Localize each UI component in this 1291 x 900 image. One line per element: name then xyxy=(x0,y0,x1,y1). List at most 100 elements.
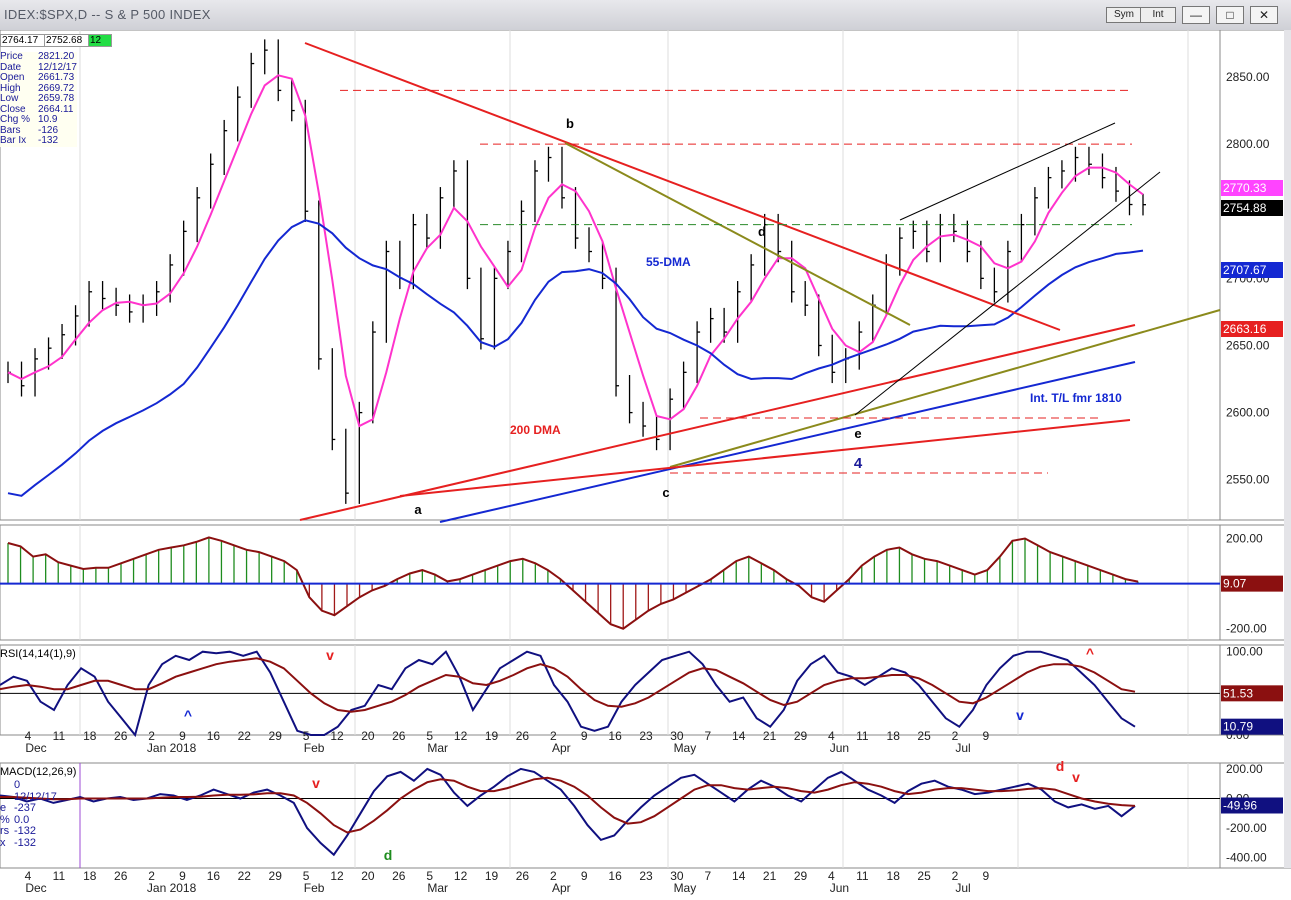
restore-icon[interactable]: □ xyxy=(1216,6,1244,24)
info-label: High xyxy=(0,82,21,94)
month-label-macd: Jun xyxy=(830,881,849,895)
x-axis-rsi-tick: 18 xyxy=(83,729,97,743)
chart-canvas[interactable]: 4 11 18 26 2 9 16 22 29 5 12 20 26 5 12 19 26 2 9 16 23 30 7 14… xyxy=(0,30,1291,900)
info-label: Close xyxy=(0,103,26,115)
rsi-marker: ^ xyxy=(184,707,192,723)
x-axis-macd-tick: 11 xyxy=(53,869,66,883)
x-axis-macd-tick: 7 xyxy=(704,869,711,883)
month-label-rsi: Dec xyxy=(25,741,46,755)
x-axis-rsi-tick: 11 xyxy=(856,729,869,743)
macd-info-row: e -237 xyxy=(0,802,57,815)
macd-info-row: 0 xyxy=(0,779,57,792)
ma-fast-line xyxy=(7,74,1144,428)
x-axis-rsi-tick: 9 xyxy=(581,729,588,743)
macd-y-tick: -400.00 xyxy=(1226,851,1267,865)
price-y-tick: 2600.00 xyxy=(1226,406,1270,420)
price-value-tag xyxy=(1221,321,1283,337)
x-axis-macd-tick: 14 xyxy=(732,869,746,883)
info-label: Bars xyxy=(0,124,21,136)
info-row: Close 2664.11 xyxy=(0,103,77,116)
info-value: 2821.20 xyxy=(38,51,75,62)
x-axis-rsi-tick: 14 xyxy=(732,729,746,743)
rsi-y-tick: 100.00 xyxy=(1226,645,1263,659)
x-axis-macd-tick: 26 xyxy=(516,869,530,883)
info-value: -132 xyxy=(38,135,59,146)
x-axis-rsi-tick: 16 xyxy=(608,729,622,743)
x-axis-rsi-tick: 21 xyxy=(763,729,777,743)
x-axis-macd-tick: 16 xyxy=(608,869,622,883)
price-y-tick: 2850.00 xyxy=(1226,70,1270,84)
macd-y-tick: -200.00 xyxy=(1226,821,1267,835)
price-value-tag-text: 2754.88 xyxy=(1223,201,1267,215)
x-axis-macd-tick: 5 xyxy=(426,869,433,883)
hist-value-tag xyxy=(1221,575,1283,592)
minimize-icon[interactable]: — xyxy=(1182,6,1210,24)
x-axis-rsi-tick: 12 xyxy=(330,729,344,743)
macd-info-label: rs xyxy=(0,825,10,837)
panel-price xyxy=(0,30,1221,521)
rsi-marker: v xyxy=(326,647,334,663)
x-axis-rsi-tick: 9 xyxy=(179,729,186,743)
macd-info-row: % 0.0 xyxy=(0,814,57,827)
info-row: High 2669.72 xyxy=(0,82,77,95)
macd-marker: d xyxy=(1056,758,1065,774)
month-label-macd: May xyxy=(674,881,697,895)
price-value-tag xyxy=(1221,200,1283,216)
x-axis-rsi-tick: 29 xyxy=(794,729,808,743)
rsi-value-tag xyxy=(1221,685,1283,702)
hist-y-tick: 200.00 xyxy=(1226,532,1263,546)
x-axis-rsi-tick: 2 xyxy=(148,729,155,743)
x-axis-macd-tick: 11 xyxy=(856,869,869,883)
x-axis-macd-tick: 4 xyxy=(828,869,835,883)
macd-line xyxy=(0,767,1136,857)
info-label: Bar Ix xyxy=(0,135,27,146)
macd-marker: v xyxy=(312,775,320,791)
sym-button[interactable]: Sym xyxy=(1106,7,1142,23)
info-value: 2659.78 xyxy=(38,93,75,104)
macd-info-row: rs -132 xyxy=(0,825,57,838)
rsi-line xyxy=(0,650,1136,738)
chart-annotation: Int. T/L fmr 1810 xyxy=(1030,391,1122,405)
x-axis-rsi-tick: 20 xyxy=(361,729,375,743)
x-axis-rsi-tick: 5 xyxy=(303,729,310,743)
info-value: 12/12/17 xyxy=(38,61,77,73)
trendline-olive-lower xyxy=(669,309,1221,468)
x-axis-macd-tick: 29 xyxy=(269,869,283,883)
info-row: Chg % 10.9 xyxy=(0,114,77,126)
axis-macd xyxy=(1219,762,1291,869)
wave-label-b: b xyxy=(566,116,574,131)
info-label: Open xyxy=(0,72,25,83)
int-button[interactable]: Int xyxy=(1140,7,1176,23)
macd-label: MACD(12,26,9) xyxy=(0,766,76,778)
month-label-rsi: Jan 2018 xyxy=(147,741,197,755)
panel-rsi xyxy=(0,644,1221,736)
x-axis-rsi-tick: 29 xyxy=(269,729,283,743)
x-axis-rsi-tick: 25 xyxy=(917,729,931,743)
month-label-rsi: May xyxy=(674,741,697,755)
x-axis-macd-tick: 23 xyxy=(639,869,653,883)
x-axis-macd-tick: 18 xyxy=(83,869,97,883)
rsi-value-tag-text: 51.53 xyxy=(1223,686,1253,700)
month-label-rsi: Jun xyxy=(830,741,849,755)
wave-label-d: d xyxy=(758,224,766,239)
info-value: 2661.73 xyxy=(38,72,75,83)
info-row: Bar Ix -132 xyxy=(0,135,77,147)
x-axis-macd-tick: 2 xyxy=(952,869,959,883)
channel-line xyxy=(854,171,1161,416)
trendline-red-lower xyxy=(399,419,1131,497)
header-value-3: 12 xyxy=(88,34,112,47)
rsi-marker: v xyxy=(1016,707,1024,723)
wave-label-c: c xyxy=(662,485,669,500)
x-axis-rsi-tick: 23 xyxy=(639,729,653,743)
info-label: Price xyxy=(0,51,23,62)
ma-200-line xyxy=(299,324,1136,521)
x-axis-rsi-tick: 5 xyxy=(426,729,433,743)
x-axis-rsi-tick: 30 xyxy=(670,729,684,743)
hist-line xyxy=(7,536,1139,630)
close-icon[interactable]: ✕ xyxy=(1250,6,1278,24)
x-axis-macd-tick: 9 xyxy=(581,869,588,883)
x-axis-rsi-tick: 7 xyxy=(704,729,711,743)
x-axis-macd-tick: 30 xyxy=(670,869,684,883)
macd-info-value: -237 xyxy=(14,802,37,814)
info-row: Open 2661.73 xyxy=(0,72,77,84)
